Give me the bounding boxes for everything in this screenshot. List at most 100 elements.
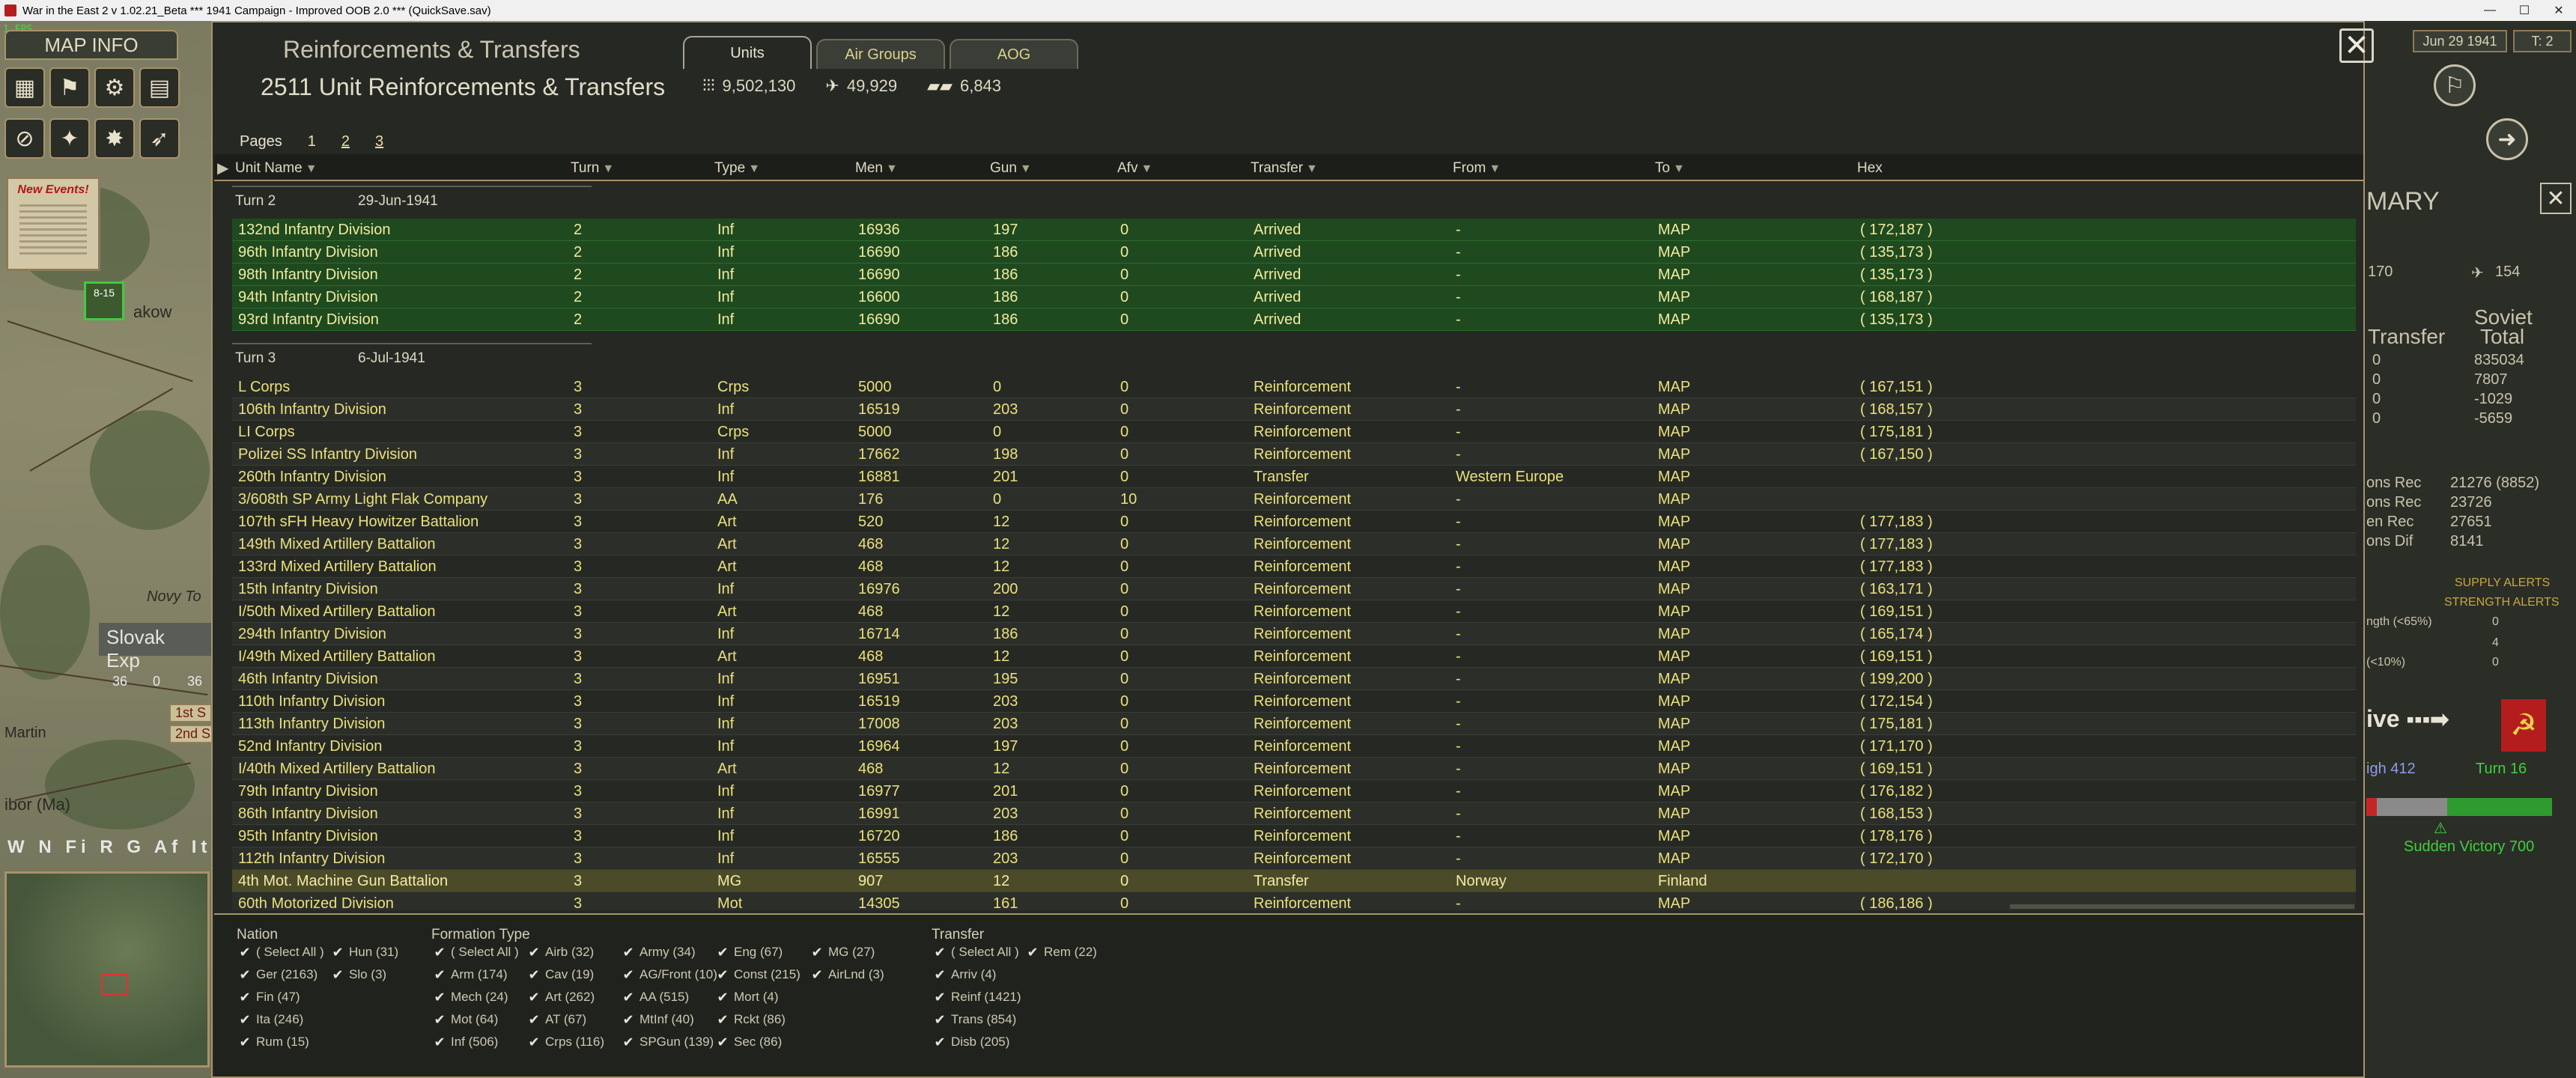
filter-funnel-icon[interactable]: ▼ (602, 162, 615, 175)
filter-checkbox-formation[interactable]: ✔ Const (215) (716, 967, 800, 982)
gear-icon[interactable]: ⚙ (94, 67, 135, 108)
column-header-transfer[interactable]: Transfer ▼ (1251, 160, 1318, 177)
filter-checkbox-transfer[interactable]: ✔ Arriv (4) (933, 967, 996, 982)
filter-checkbox-transfer[interactable]: ✔ Rem (22) (1026, 945, 1096, 960)
table-row[interactable]: 93rd Infantry Division 2 Inf 16690 186 0 Arriv… (232, 308, 2356, 331)
flag-icon[interactable]: ⚐ (2434, 64, 2476, 106)
grid-icon[interactable]: ▦ (4, 67, 45, 108)
move-icon[interactable]: ➶ (139, 118, 180, 159)
artillery-icon[interactable]: ✦ (49, 118, 90, 159)
corps-label[interactable]: 1st S (169, 704, 213, 722)
table-row[interactable]: 95th Infantry Division 3 Inf 16720 186 0 Reinf… (232, 825, 2356, 847)
table-row[interactable]: 294th Infantry Division 3 Inf 16714 186 0 Rein… (232, 623, 2356, 645)
filter-checkbox-nation[interactable]: ✔ Ita (246) (238, 1012, 303, 1027)
table-row[interactable]: 133rd Mixed Artillery Battalion 3 Art 468 12… (232, 555, 2356, 578)
filter-funnel-icon[interactable]: ▼ (1140, 162, 1153, 175)
close-window-icon[interactable]: ✕ (2554, 4, 2564, 17)
no-supply-icon[interactable]: ⊘ (4, 118, 45, 159)
column-header-to[interactable]: To ▼ (1655, 160, 1685, 177)
page-link-3[interactable]: 3 (374, 133, 384, 150)
table-row[interactable]: 4th Mot. Machine Gun Battalion 3 MG 907 12 0 T… (232, 870, 2356, 892)
column-header-gun[interactable]: Gun ▼ (990, 160, 1032, 177)
nation-filter-bar[interactable]: W N Fi R G Af It B (7, 837, 239, 857)
filter-checkbox-transfer[interactable]: ✔ ( Select All ) (933, 945, 1018, 960)
filter-checkbox-transfer[interactable]: ✔ Trans (854) (933, 1012, 1016, 1027)
supply-alerts[interactable]: SUPPLY ALERTS (2455, 576, 2551, 589)
table-row[interactable]: 112th Infantry Division 3 Inf 16555 203 0 Rein… (232, 847, 2356, 870)
filter-checkbox-nation[interactable]: ✔ Rum (15) (238, 1035, 309, 1050)
column-header-men[interactable]: Men ▼ (855, 160, 898, 177)
table-row[interactable]: I/49th Mixed Artillery Battalion 3 Art 468 1… (232, 645, 2356, 668)
filter-checkbox-nation[interactable]: ✔ ( Select All ) (238, 945, 323, 960)
filter-checkbox-nation[interactable]: ✔ Slo (3) (331, 967, 386, 982)
close-dialog-button[interactable]: ✕ (2339, 28, 2374, 63)
table-row[interactable]: I/40th Mixed Artillery Battalion 3 Art 468 1… (232, 758, 2356, 780)
column-header-afv[interactable]: Afv ▼ (1117, 160, 1152, 177)
maximize-icon[interactable]: ☐ (2518, 4, 2530, 17)
expand-arrow-icon[interactable]: ▶ (217, 160, 229, 177)
filter-funnel-icon[interactable]: ▼ (1306, 162, 1318, 175)
table-row[interactable]: 46th Infantry Division 3 Inf 16951 195 0 Reinf… (232, 668, 2356, 690)
filter-funnel-icon[interactable]: ▼ (748, 162, 761, 175)
table-row[interactable]: 52nd Infantry Division 3 Inf 16964 197 0 Reinf… (232, 735, 2356, 758)
filter-funnel-icon[interactable]: ▼ (305, 162, 318, 175)
filter-checkbox-transfer[interactable]: ✔ Reinf (1421) (933, 990, 1021, 1005)
filter-checkbox-formation[interactable]: ✔ AA (515) (622, 990, 689, 1005)
filter-checkbox-formation[interactable]: ✔ Sec (86) (716, 1035, 782, 1050)
tab-aog[interactable]: AOG (950, 39, 1078, 69)
filter-checkbox-transfer[interactable]: ✔ Disb (205) (933, 1035, 1009, 1050)
filter-checkbox-formation[interactable]: ✔ Eng (67) (716, 945, 783, 960)
filter-funnel-icon[interactable]: ▼ (1019, 162, 1032, 175)
filter-funnel-icon[interactable]: ▼ (1673, 162, 1685, 175)
filter-checkbox-formation[interactable]: ✔ AT (67) (527, 1012, 586, 1027)
table-row[interactable]: LI Corps 3 Crps 5000 0 0 Reinforcement - MAP ( 17… (232, 421, 2356, 443)
minimap[interactable] (4, 871, 210, 1068)
filter-checkbox-formation[interactable]: ✔ MtInf (40) (622, 1012, 693, 1027)
filter-checkbox-formation[interactable]: ✔ ( Select All ) (433, 945, 518, 960)
attack-icon[interactable]: ✸ (94, 118, 135, 159)
page-link-1[interactable]: 1 (307, 133, 316, 150)
new-events-button[interactable]: New Events! (6, 177, 100, 271)
filter-checkbox-formation[interactable]: ✔ Mot (64) (433, 1012, 498, 1027)
table-row[interactable]: 132nd Infantry Division 2 Inf 16936 197 0 Arri… (232, 219, 2356, 241)
column-header-from[interactable]: From ▼ (1453, 160, 1501, 177)
column-header-unit-name[interactable]: Unit Name ▼ (235, 160, 318, 177)
filter-checkbox-formation[interactable]: ✔ Crps (116) (527, 1035, 604, 1050)
filter-checkbox-formation[interactable]: ✔ Inf (506) (433, 1035, 498, 1050)
table-row[interactable]: 107th sFH Heavy Howitzer Battalion 3 Art 52… (232, 511, 2356, 533)
column-header-turn[interactable]: Turn ▼ (571, 160, 614, 177)
table-row[interactable]: 113th Infantry Division 3 Inf 17008 203 0 Rein… (232, 713, 2356, 735)
table-row[interactable]: 106th Infantry Division 3 Inf 16519 203 0 Rein… (232, 398, 2356, 421)
table-row[interactable]: 94th Infantry Division 2 Inf 16600 186 0 Arriv… (232, 286, 2356, 308)
strength-alerts[interactable]: STRENGTH ALERTS (2444, 596, 2560, 609)
filter-checkbox-formation[interactable]: ✔ Army (34) (622, 945, 695, 960)
table-row[interactable]: 79th Infantry Division 3 Inf 16977 201 0 Reinf… (232, 780, 2356, 803)
tab-air-groups[interactable]: Air Groups (816, 39, 945, 69)
filter-funnel-icon[interactable]: ▼ (1489, 162, 1501, 175)
table-row[interactable]: 110th Infantry Division 3 Inf 16519 203 0 Rein… (232, 690, 2356, 713)
next-arrow-icon[interactable]: ➜ (2486, 118, 2528, 160)
filter-checkbox-formation[interactable]: ✔ Art (262) (527, 990, 595, 1005)
filter-checkbox-formation[interactable]: ✔ Mech (24) (433, 990, 508, 1005)
table-row[interactable]: 86th Infantry Division 3 Inf 16991 203 0 Reinf… (232, 803, 2356, 825)
map-info-tab[interactable]: MAP INFO (4, 30, 178, 60)
report-icon[interactable]: ▤ (139, 67, 180, 108)
filter-checkbox-formation[interactable]: ✔ Mort (4) (716, 990, 778, 1005)
table-row[interactable]: 98th Infantry Division 2 Inf 16690 186 0 Arriv… (232, 264, 2356, 286)
horizontal-scrollbar[interactable] (2010, 904, 2354, 909)
table-row[interactable]: 60th Motorized Division 3 Mot 14305 161 0 Rein… (232, 892, 2356, 910)
summary-close-icon[interactable]: ✕ (2540, 183, 2572, 214)
table-row[interactable]: 15th Infantry Division 3 Inf 16976 200 0 Reinf… (232, 578, 2356, 600)
table-row[interactable]: 149th Mixed Artillery Battalion 3 Art 468 12… (232, 533, 2356, 555)
filter-checkbox-nation[interactable]: ✔ Fin (47) (238, 990, 300, 1005)
filter-checkbox-nation[interactable]: ✔ Hun (31) (331, 945, 398, 960)
page-link-2[interactable]: 2 (341, 133, 350, 150)
filter-checkbox-nation[interactable]: ✔ Ger (2163) (238, 967, 318, 982)
filter-checkbox-formation[interactable]: ✔ Rckt (86) (716, 1012, 786, 1027)
filter-checkbox-formation[interactable]: ✔ MG (27) (810, 945, 875, 960)
column-header-type[interactable]: Type ▼ (714, 160, 760, 177)
filter-checkbox-formation[interactable]: ✔ Airb (32) (527, 945, 594, 960)
table-row[interactable]: 260th Infantry Division 3 Inf 16881 201 0 Tran… (232, 466, 2356, 488)
filter-checkbox-formation[interactable]: ✔ Cav (19) (527, 967, 594, 982)
column-header-hex[interactable]: Hex (1857, 160, 1883, 177)
